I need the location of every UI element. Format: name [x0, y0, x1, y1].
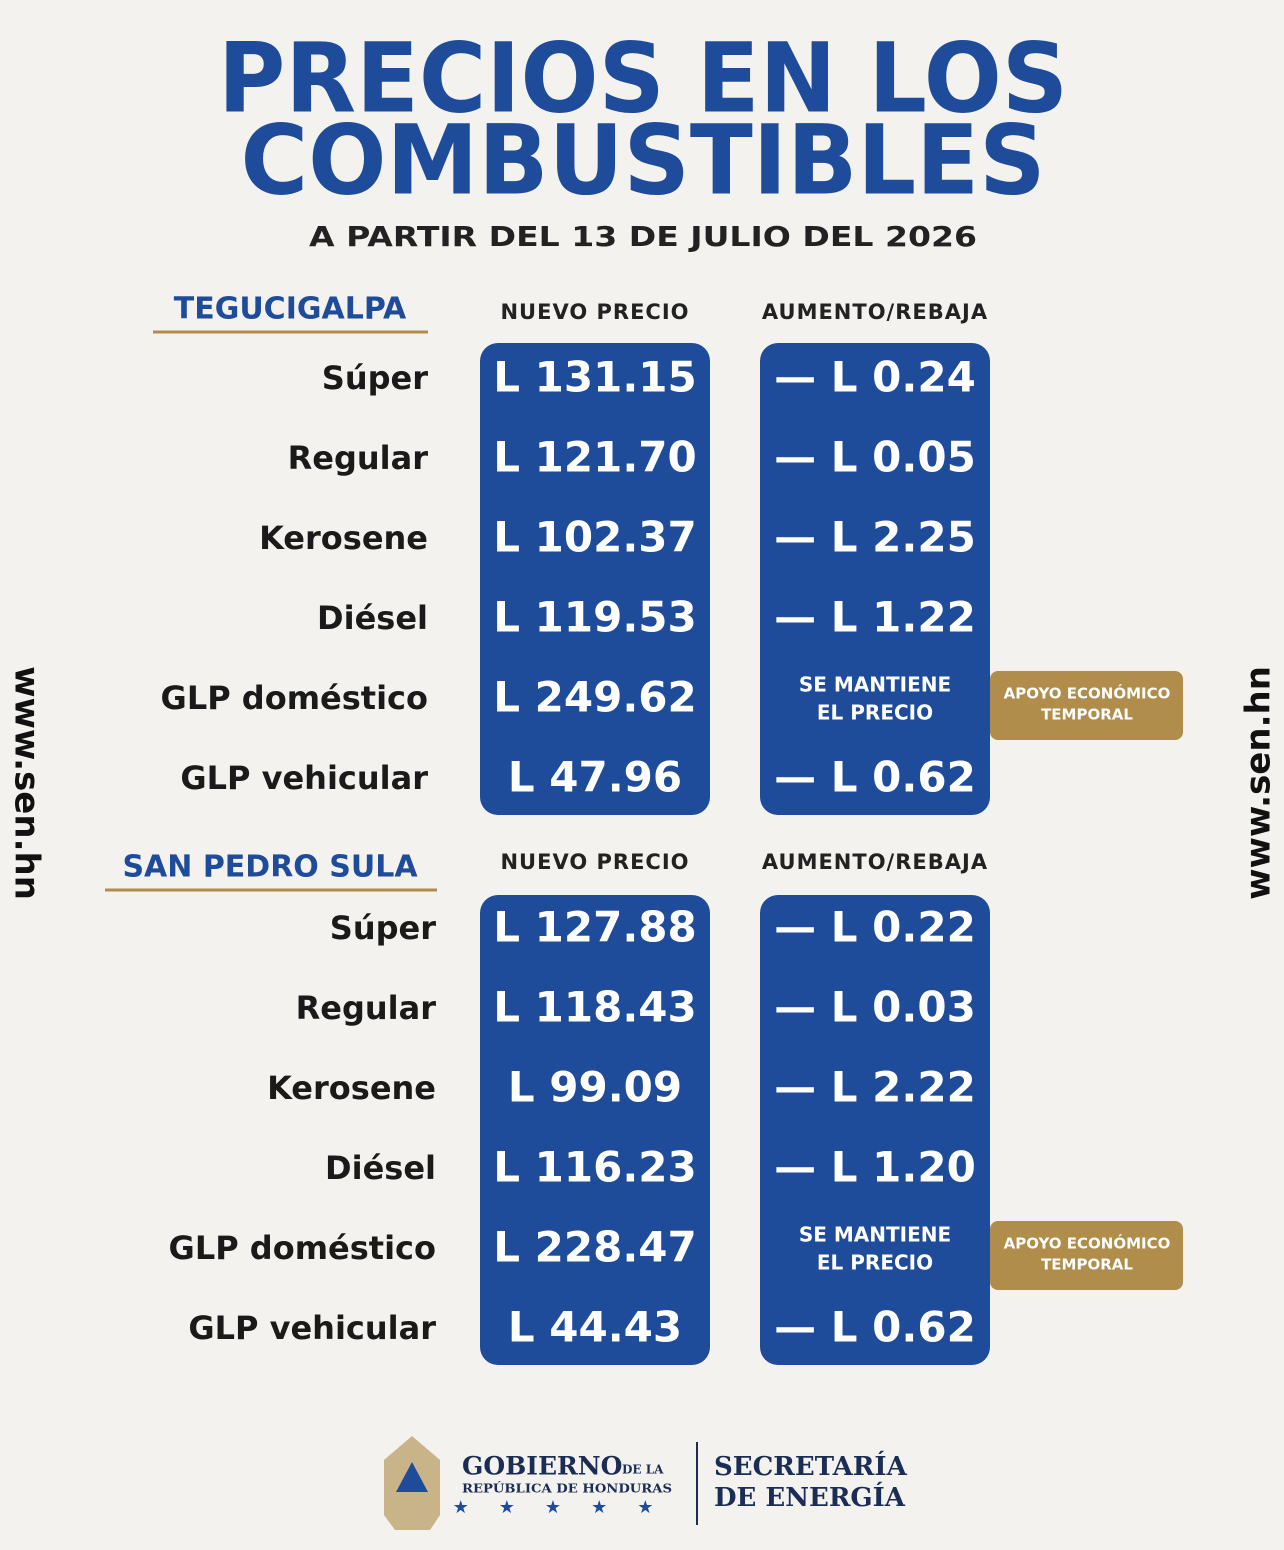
price-box: [480, 343, 710, 815]
subtitle: A PARTIR DEL 13 DE JULIO DEL 2026: [309, 220, 977, 253]
price: L 116.23: [493, 1143, 696, 1192]
secretaria: DE ENERGÍA: [714, 1481, 906, 1513]
change: — L 2.22: [774, 1063, 976, 1112]
change: — L 0.62: [774, 1303, 976, 1352]
price: L 47.96: [508, 753, 682, 802]
fuel-name: GLP doméstico: [161, 679, 428, 717]
title: PRECIOS EN LOS: [218, 22, 1068, 134]
footer: GOBIERNO DE LA REPÚBLICA DE HONDURAS ★★★…: [384, 1436, 908, 1530]
price: L 99.09: [508, 1063, 682, 1112]
price: L 127.88: [493, 903, 696, 952]
badge-text: APOYO ECONÓMICO: [1004, 1234, 1171, 1253]
price: L 44.43: [508, 1303, 682, 1352]
change-box: [760, 895, 990, 1365]
price: L 118.43: [493, 983, 696, 1032]
column-header: AUMENTO/REBAJA: [762, 300, 988, 324]
change: EL PRECIO: [817, 1251, 933, 1275]
badge: [990, 671, 1183, 740]
change: EL PRECIO: [817, 701, 933, 725]
fuel-name: Diésel: [325, 1149, 436, 1187]
fuel-name: GLP vehicular: [180, 759, 428, 797]
gov-sub: REPÚBLICA DE HONDURAS: [462, 1480, 672, 1496]
fuel-name: GLP vehicular: [188, 1309, 436, 1347]
fuel-name: Kerosene: [267, 1069, 436, 1107]
badge-text: TEMPORAL: [1041, 706, 1133, 724]
column-header: NUEVO PRECIO: [500, 300, 689, 324]
fuel-name: Diésel: [317, 599, 428, 637]
price: L 121.70: [493, 433, 696, 482]
fuel-name: Kerosene: [259, 519, 428, 557]
side-text: www.sen.hn: [7, 666, 47, 900]
side-text: www.sen.hn: [1239, 666, 1279, 900]
fuel-name: Regular: [288, 439, 429, 477]
price: L 228.47: [493, 1223, 696, 1272]
badge-text: APOYO ECONÓMICO: [1004, 684, 1171, 703]
change: — L 0.62: [774, 753, 976, 802]
price: L 249.62: [493, 673, 696, 722]
fuel-name: Regular: [296, 989, 437, 1027]
badge-text: TEMPORAL: [1041, 1256, 1133, 1274]
change: — L 2.25: [774, 513, 976, 562]
price-box: [480, 895, 710, 1365]
city-name: TEGUCIGALPA: [174, 292, 407, 327]
fuel-name: Súper: [322, 359, 428, 397]
secretaria: SECRETARÍA: [714, 1450, 908, 1482]
city-name: SAN PEDRO SULA: [122, 850, 418, 885]
column-header: NUEVO PRECIO: [500, 850, 689, 874]
change: — L 0.24: [774, 353, 976, 402]
title: COMBUSTIBLES: [241, 104, 1046, 216]
change: — L 1.22: [774, 593, 976, 642]
change: SE MANTIENE: [799, 1223, 951, 1247]
change: — L 0.05: [774, 433, 976, 482]
gov-name: GOBIERNO: [462, 1452, 622, 1481]
change: — L 1.20: [774, 1143, 976, 1192]
change: — L 0.03: [774, 983, 976, 1032]
gov-de: DE LA: [622, 1463, 664, 1477]
price: L 131.15: [493, 353, 696, 402]
column-header: AUMENTO/REBAJA: [762, 850, 988, 874]
change-box: [760, 343, 990, 815]
fuel-name: Súper: [330, 909, 436, 947]
change: — L 0.22: [774, 903, 976, 952]
price: L 102.37: [493, 513, 696, 562]
badge: [990, 1221, 1183, 1290]
fuel-name: GLP doméstico: [169, 1229, 436, 1267]
stars: ★★★★★: [453, 1497, 684, 1518]
emblem-triangle: [396, 1462, 428, 1492]
change: SE MANTIENE: [799, 673, 951, 697]
price: L 119.53: [493, 593, 696, 642]
